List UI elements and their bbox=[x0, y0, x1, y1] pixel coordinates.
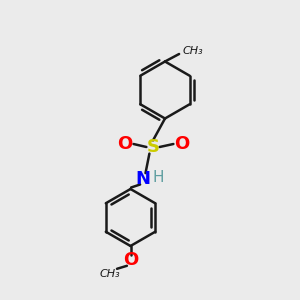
Text: O: O bbox=[123, 251, 138, 269]
Text: O: O bbox=[118, 135, 133, 153]
Text: N: N bbox=[135, 169, 150, 188]
Text: O: O bbox=[174, 135, 189, 153]
Text: CH₃: CH₃ bbox=[183, 46, 204, 56]
Text: S: S bbox=[146, 138, 160, 156]
Text: H: H bbox=[152, 169, 164, 184]
Text: CH₃: CH₃ bbox=[100, 269, 120, 279]
